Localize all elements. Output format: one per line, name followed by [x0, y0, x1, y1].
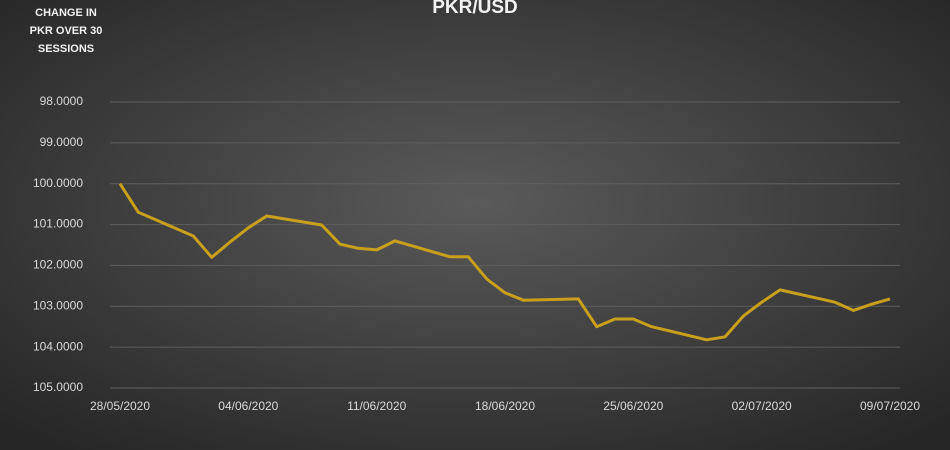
y-tick-label: 102.0000 — [33, 258, 83, 272]
x-tick-label: 18/06/2020 — [475, 399, 535, 413]
y-tick-label: 100.0000 — [33, 176, 83, 190]
x-tick-label: 28/05/2020 — [90, 399, 150, 413]
x-tick-label: 09/07/2020 — [860, 399, 920, 413]
chart-title: PKR/USD — [432, 0, 518, 18]
y-tick-label: 98.0000 — [40, 94, 84, 108]
y-tick-label: 105.0000 — [33, 380, 83, 394]
x-tick-label: 25/06/2020 — [603, 399, 663, 413]
y-tick-label: 104.0000 — [33, 339, 83, 353]
x-tick-label: 11/06/2020 — [347, 399, 406, 413]
series-line — [118, 182, 891, 342]
y-tick-label: 99.0000 — [40, 135, 84, 149]
annotation: PKR OVER 30 — [30, 25, 103, 37]
y-tick-label: 103.0000 — [33, 298, 83, 312]
annotation: CHANGE IN — [35, 7, 97, 19]
annotation: SESSIONS — [38, 43, 94, 55]
x-tick-label: 04/06/2020 — [218, 399, 278, 413]
x-tick-label: 02/07/2020 — [732, 399, 792, 413]
y-tick-label: 101.0000 — [33, 217, 83, 231]
